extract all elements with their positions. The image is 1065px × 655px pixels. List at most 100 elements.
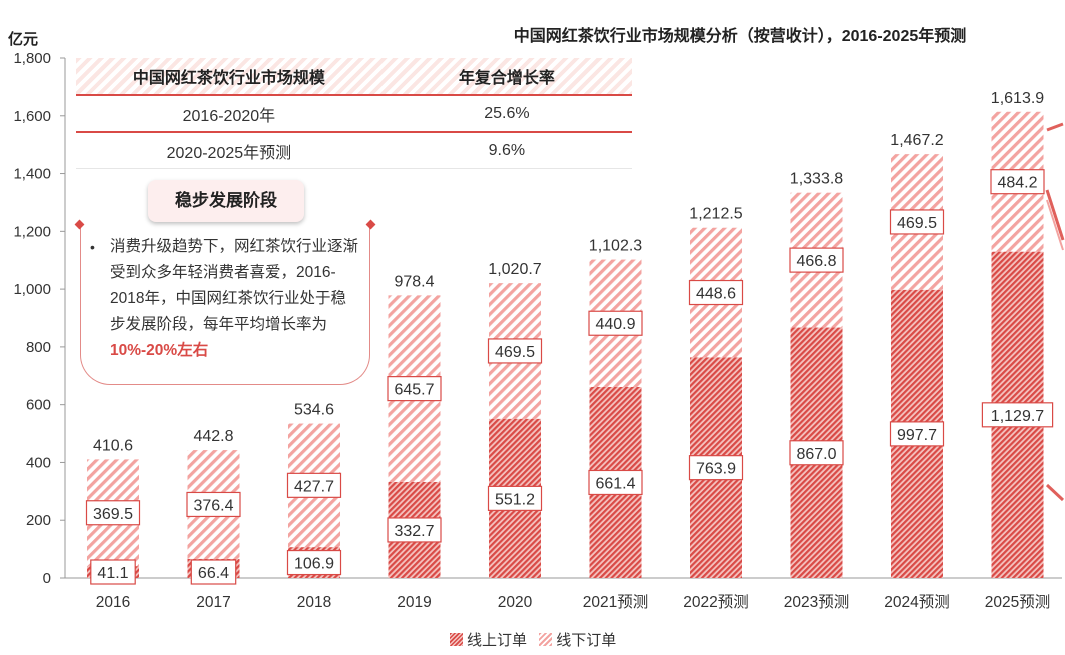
- online-value-label: 1,129.7: [991, 408, 1044, 425]
- legend-item-online: 线上订单: [450, 632, 527, 649]
- offline-value-label-box: [688, 279, 744, 306]
- offline-value-label: 645.7: [394, 382, 434, 399]
- online-value-label-group: 66.4: [190, 559, 237, 585]
- offline-value-label-group: 448.6: [688, 279, 744, 306]
- total-label: 978.4: [394, 273, 434, 290]
- total-label: 442.8: [193, 428, 233, 445]
- annotation-badge: 稳步发展阶段: [148, 180, 304, 222]
- total-label: 1,333.8: [790, 171, 843, 188]
- online-value-label-group: 551.2: [487, 485, 543, 511]
- summary-header-cagr: 年复合增长率: [381, 58, 632, 96]
- summary-period: 2020-2025年预测: [76, 132, 382, 169]
- offline-value-label-group: 466.8: [789, 247, 844, 273]
- x-tick-label: 2020: [498, 594, 533, 611]
- offline-value-label: 376.4: [193, 497, 233, 514]
- annotation-highlight: 10%-20%左右: [110, 342, 209, 359]
- offline-value-label-group: 427.7: [286, 472, 342, 498]
- online-value-label-box: [981, 402, 1054, 428]
- legend-label-online: 线上订单: [467, 632, 528, 649]
- total-label: 1,102.3: [589, 238, 642, 255]
- online-value-label-box: [387, 517, 442, 543]
- y-tick-label: 0: [43, 570, 51, 587]
- online-value-label: 551.2: [495, 491, 535, 508]
- annotation-body: 消费升级趋势下，网红茶饮行业逐渐受到众多年轻消费者喜爱，2016-2018年，中…: [110, 238, 359, 333]
- offline-value-label-box: [487, 338, 543, 364]
- offline-value-label-box: [889, 209, 945, 235]
- offline-value-label-box: [85, 500, 141, 526]
- offline-value-label-box: [588, 310, 643, 336]
- online-value-label-group: 867.0: [789, 440, 844, 466]
- online-value-label: 867.0: [796, 446, 836, 463]
- offline-value-label: 427.7: [294, 478, 334, 495]
- total-label: 534.6: [294, 402, 334, 419]
- x-tick-label: 2023预测: [784, 593, 849, 611]
- offline-value-label: 484.2: [997, 175, 1037, 192]
- online-value-label: 66.4: [198, 565, 229, 582]
- x-tick-label: 2024预测: [884, 593, 949, 611]
- x-tick-label: 2022预测: [683, 593, 748, 611]
- total-label: 1,212.5: [689, 206, 742, 223]
- offline-value-label: 469.5: [495, 344, 535, 361]
- total-label: 1,467.2: [890, 132, 943, 149]
- y-axis-unit-label: 亿元: [8, 31, 39, 48]
- online-value-label-box: [789, 440, 844, 466]
- offline-value-label-box: [186, 491, 241, 518]
- total-label: 1,020.7: [488, 261, 541, 278]
- x-tick-label: 2019: [397, 594, 431, 611]
- x-tick-label: 2017: [196, 594, 230, 611]
- y-tick-label: 1,200: [13, 223, 51, 240]
- offline-value-label-group: 369.5: [85, 500, 141, 526]
- legend-swatch-offline: [539, 633, 553, 646]
- online-value-label: 41.1: [97, 565, 128, 582]
- annotation-text: • 消费升级趋势下，网红茶饮行业逐渐受到众多年轻消费者喜爱，2016-2018年，…: [90, 234, 360, 364]
- labels-layer: 2016 410.6 41.1 369.5 2017 442.8 66.4 376.4 2018…: [85, 90, 1054, 611]
- online-value-label-box: [487, 485, 543, 511]
- summary-cagr: 9.6%: [381, 132, 632, 169]
- offline-value-label-group: 484.2: [990, 169, 1045, 195]
- offline-value-label: 369.5: [93, 506, 133, 523]
- online-value-label-box: [889, 421, 945, 447]
- y-tick-label: 400: [26, 454, 51, 471]
- annotation-frame: [74, 219, 376, 385]
- offline-value-label-group: 645.7: [387, 376, 442, 402]
- offline-value-label-box: [990, 169, 1045, 195]
- right-edge-decoration: [1045, 122, 1065, 502]
- chart-legend: 线上订单 线下订单: [450, 629, 624, 650]
- offline-value-label-group: 469.5: [889, 209, 945, 235]
- online-value-label: 106.9: [294, 556, 334, 573]
- y-tick-label: 1,600: [13, 108, 51, 125]
- cagr-summary-table: 中国网红茶饮行业市场规模 年复合增长率 2016-2020年 25.6% 202…: [76, 58, 632, 169]
- x-tick-label: 2016: [96, 594, 130, 611]
- y-tick-label: 600: [26, 397, 51, 414]
- online-value-label-box: [588, 469, 643, 496]
- x-tick-label: 2021预测: [583, 593, 648, 611]
- y-tick-label: 1,800: [13, 50, 51, 67]
- y-tick-label: 1,000: [13, 281, 51, 298]
- online-value-label-box: [688, 455, 744, 481]
- offline-value-label-box: [789, 247, 844, 273]
- offline-value-label-box: [286, 472, 342, 498]
- online-value-label-box: [190, 559, 237, 585]
- offline-value-label-group: 469.5: [487, 338, 543, 364]
- legend-swatch-online: [450, 633, 463, 646]
- y-tick-label: 800: [26, 339, 51, 356]
- online-value-label-group: 332.7: [387, 517, 442, 543]
- legend-item-offline: 线下订单: [539, 632, 616, 649]
- total-label: 1,613.9: [991, 90, 1044, 107]
- summary-period: 2016-2020年: [76, 95, 382, 133]
- offline-value-label: 448.6: [696, 286, 736, 303]
- offline-value-label: 469.5: [897, 215, 937, 232]
- online-value-label-group: 41.1: [90, 559, 136, 585]
- online-value-label: 661.4: [595, 475, 635, 492]
- online-value-label-group: 763.9: [688, 455, 744, 481]
- summary-row: 2020-2025年预测 9.6%: [76, 132, 632, 169]
- offline-value-label-group: 376.4: [186, 491, 241, 518]
- online-value-label-group: 106.9: [286, 549, 342, 576]
- y-tick-label: 200: [26, 512, 51, 529]
- offline-value-label-box: [387, 376, 442, 402]
- online-value-label-group: 997.7: [889, 421, 945, 447]
- legend-label-offline: 线下订单: [556, 632, 617, 649]
- online-value-label-group: 1,129.7: [981, 402, 1054, 428]
- chart-title: 中国网红茶饮行业市场规模分析（按营收计），2016-2025年预测: [513, 28, 967, 45]
